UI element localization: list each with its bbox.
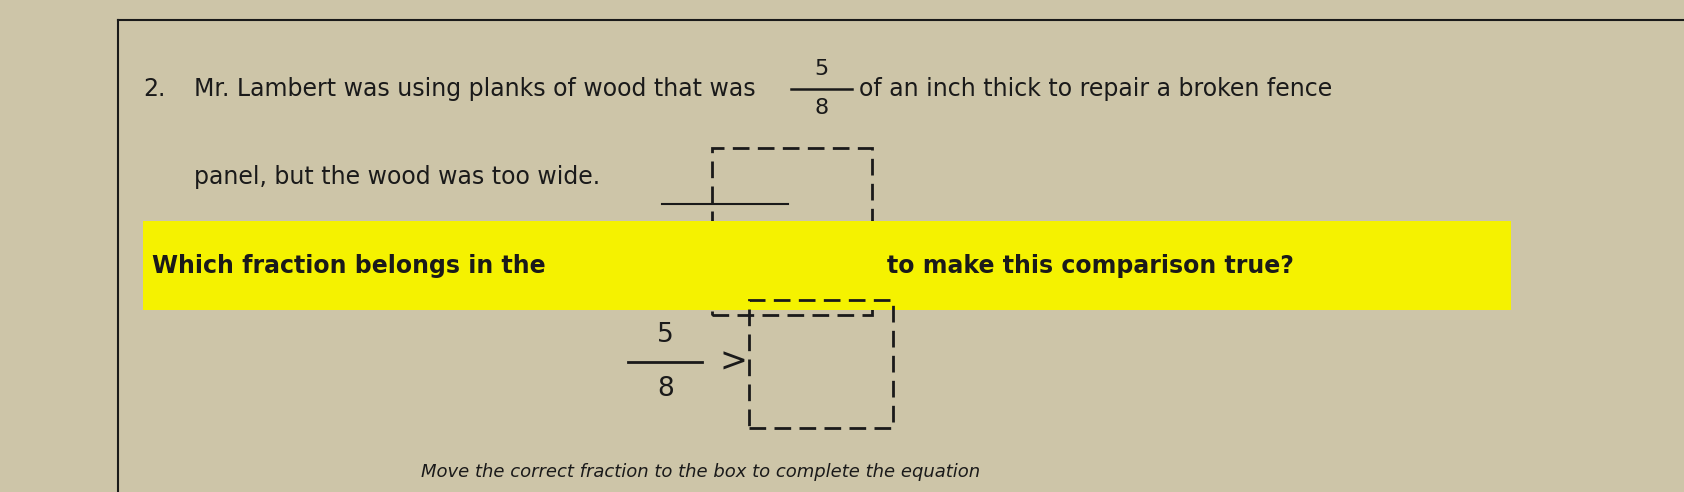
Text: >: > xyxy=(719,345,748,378)
Text: 5: 5 xyxy=(815,59,829,79)
Text: to make this comparison true?: to make this comparison true? xyxy=(887,254,1295,277)
Text: 2.: 2. xyxy=(143,77,165,100)
Text: Which fraction belongs in the: Which fraction belongs in the xyxy=(152,254,546,277)
Text: panel, but the wood was too wide.: panel, but the wood was too wide. xyxy=(194,165,600,189)
Text: 8: 8 xyxy=(815,98,829,118)
Text: 5: 5 xyxy=(657,322,674,347)
Bar xyxy=(143,221,1511,310)
Bar xyxy=(712,148,872,315)
Text: 8: 8 xyxy=(657,376,674,401)
Text: of an inch thick to repair a broken fence: of an inch thick to repair a broken fenc… xyxy=(859,77,1332,100)
Text: Mr. Lambert was using planks of wood that was: Mr. Lambert was using planks of wood tha… xyxy=(194,77,756,100)
Bar xyxy=(749,300,893,428)
Text: Move the correct fraction to the box to complete the equation: Move the correct fraction to the box to … xyxy=(421,463,980,481)
